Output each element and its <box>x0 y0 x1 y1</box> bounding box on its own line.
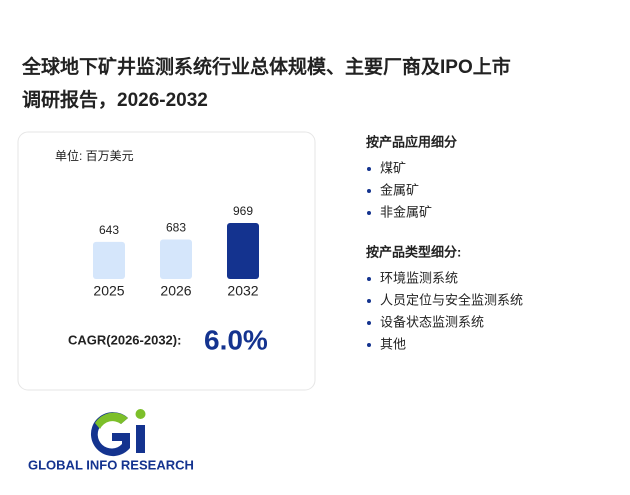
logo-dot <box>135 409 146 419</box>
bar <box>93 241 125 279</box>
segment-item: 金属矿 <box>380 182 419 197</box>
segment-heading: 按产品应用细分 <box>366 134 457 149</box>
logo-i <box>136 425 145 453</box>
segment-item: 其他 <box>380 336 406 351</box>
x-tick-label: 2025 <box>93 283 124 299</box>
title-line: 全球地下矿井监测系统行业总体规模、主要厂商及IPO上市 <box>21 55 511 78</box>
x-tick-label: 2032 <box>227 283 258 299</box>
logo-g-accent <box>95 412 128 429</box>
segment-item: 煤矿 <box>380 160 406 175</box>
bar <box>160 239 192 279</box>
brand-name: GLOBAL INFO RESEARCH <box>28 457 194 472</box>
cagr-label: CAGR(2026-2032): <box>68 332 181 347</box>
bullet <box>367 321 371 325</box>
value-label: 643 <box>99 223 119 237</box>
logo <box>90 409 146 457</box>
segment-heading: 按产品类型细分: <box>366 244 461 259</box>
value-label: 969 <box>233 204 253 218</box>
segment-item: 人员定位与安全监测系统 <box>380 292 523 307</box>
segment-item: 设备状态监测系统 <box>380 314 484 329</box>
bullet <box>367 189 371 193</box>
bullet <box>367 167 371 171</box>
unit-label: 单位: 百万美元 <box>55 148 134 163</box>
bullet <box>367 343 371 347</box>
x-tick-label: 2026 <box>160 283 191 299</box>
bullet <box>367 211 371 215</box>
segment-item: 环境监测系统 <box>380 270 458 285</box>
title-line: 调研报告，2026-2032 <box>22 88 208 111</box>
segment-item: 非金属矿 <box>380 204 432 219</box>
bullet <box>367 277 371 281</box>
bullet <box>367 299 371 303</box>
value-label: 683 <box>166 221 186 235</box>
bar <box>227 223 259 279</box>
cagr-value: 6.0% <box>204 324 268 355</box>
